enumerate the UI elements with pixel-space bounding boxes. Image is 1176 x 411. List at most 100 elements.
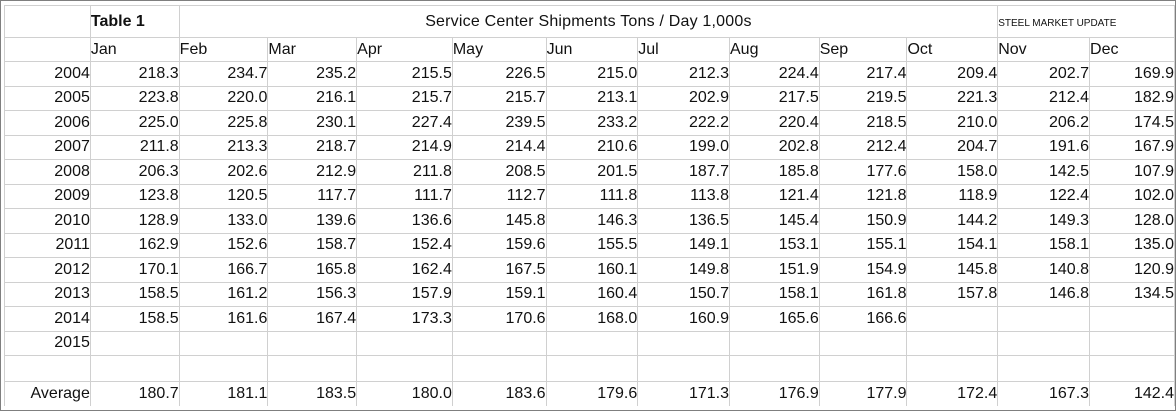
table-cell: 144.2 xyxy=(906,208,999,234)
table-cell: 174.5 xyxy=(1089,110,1175,136)
shipments-table: Table 1 Service Center Shipments Tons / … xyxy=(4,5,1175,406)
table-cell: 173.3 xyxy=(356,306,453,332)
table-cell: 102.0 xyxy=(1089,183,1175,209)
table-cell: 158.7 xyxy=(267,232,358,258)
month-header: Aug xyxy=(729,37,820,62)
table-cell: 209.4 xyxy=(906,61,999,87)
table-cell: 161.2 xyxy=(178,281,269,307)
average-cell: 171.3 xyxy=(637,381,730,406)
table-cell: 149.3 xyxy=(997,208,1091,234)
empty-cell xyxy=(818,355,908,382)
table-cell xyxy=(1089,306,1175,332)
average-cell: 181.1 xyxy=(178,381,269,406)
table-cell: 227.4 xyxy=(356,110,453,136)
table-cell: 158.5 xyxy=(89,306,180,332)
table-cell: 128.0 xyxy=(1089,208,1175,234)
table-cell: 202.8 xyxy=(729,134,820,160)
average-cell: 183.6 xyxy=(451,381,547,406)
table-cell: 120.9 xyxy=(1089,257,1175,283)
month-header: Mar xyxy=(267,37,358,62)
table-cell: 191.6 xyxy=(997,134,1091,160)
row-year: 2012 xyxy=(4,257,91,283)
empty-cell xyxy=(997,355,1091,382)
table-cell: 146.3 xyxy=(545,208,639,234)
table-cell: 121.4 xyxy=(729,183,820,209)
table-row: 2005 223.8 220.0 216.1 215.7 215.7 213.1 202.9 2… xyxy=(4,85,1175,111)
table-cell: 212.4 xyxy=(997,85,1091,111)
table-cell: 182.9 xyxy=(1089,85,1175,111)
table-cell: 210.6 xyxy=(545,134,639,160)
table-row: 2013 158.5 161.2 156.3 157.9 159.1 160.4 150.7 1… xyxy=(4,281,1175,307)
spacer-row xyxy=(4,355,1175,382)
table-row: 2004 218.3 234.7 235.2 215.5 226.5 215.0 212.3 2… xyxy=(4,61,1175,87)
table-cell: 133.0 xyxy=(178,208,269,234)
month-header: May xyxy=(451,37,547,62)
table-cell: 221.3 xyxy=(906,85,999,111)
table-cell: 120.5 xyxy=(178,183,269,209)
average-cell: 176.9 xyxy=(729,381,820,406)
table-cell: 150.7 xyxy=(637,281,730,307)
table-cell: 220.4 xyxy=(729,110,820,136)
table-cell: 156.3 xyxy=(267,281,358,307)
table-cell: 213.1 xyxy=(545,85,639,111)
row-year: 2008 xyxy=(4,159,91,185)
average-cell: 172.4 xyxy=(906,381,999,406)
table-cell: 225.8 xyxy=(178,110,269,136)
table-cell: 212.4 xyxy=(818,134,908,160)
table-row: 2008 206.3 202.6 212.9 211.8 208.5 201.5 187.7 1… xyxy=(4,159,1175,185)
table-cell xyxy=(356,330,453,356)
table-cell: 123.8 xyxy=(89,183,180,209)
table-cell: 157.8 xyxy=(906,281,999,307)
table-cell: 217.4 xyxy=(818,61,908,87)
row-year: 2005 xyxy=(4,85,91,111)
month-header: Feb xyxy=(178,37,269,62)
table-row: 2009 123.8 120.5 117.7 111.7 112.7 111.8 113.8 1… xyxy=(4,183,1175,209)
table-cell: 117.7 xyxy=(267,183,358,209)
table-cell: 112.7 xyxy=(451,183,547,209)
month-header: Apr xyxy=(356,37,453,62)
table-row: 2015 xyxy=(4,330,1175,356)
table-cell: 199.0 xyxy=(637,134,730,160)
table-cell: 234.7 xyxy=(178,61,269,87)
table-cell: 157.9 xyxy=(356,281,453,307)
table-cell: 223.8 xyxy=(89,85,180,111)
table-cell: 208.5 xyxy=(451,159,547,185)
table-cell: 158.1 xyxy=(729,281,820,307)
table-cell xyxy=(906,306,999,332)
month-header: Sep xyxy=(818,37,908,62)
table-cell: 149.1 xyxy=(637,232,730,258)
table-row: 2007 211.8 213.3 218.7 214.9 214.4 210.6 199.0 2… xyxy=(4,134,1175,160)
table-cell: 135.0 xyxy=(1089,232,1175,258)
table-cell: 235.2 xyxy=(267,61,358,87)
empty-cell xyxy=(729,355,820,382)
empty-cell xyxy=(89,355,180,382)
table-cell: 155.5 xyxy=(545,232,639,258)
table-cell: 154.1 xyxy=(906,232,999,258)
table-cell: 204.7 xyxy=(906,134,999,160)
month-header-row: Jan Feb Mar Apr May Jun Jul Aug Sep Oct Nov Dec xyxy=(4,37,1175,62)
table-cell: 145.8 xyxy=(451,208,547,234)
table-cell: 142.5 xyxy=(997,159,1091,185)
table-cell: 167.4 xyxy=(267,306,358,332)
table-row: 2012 170.1 166.7 165.8 162.4 167.5 160.1 149.8 1… xyxy=(4,257,1175,283)
table-cell: 226.5 xyxy=(451,61,547,87)
average-cell: 180.7 xyxy=(89,381,180,406)
average-cell: 179.6 xyxy=(545,381,639,406)
table-cell: 134.5 xyxy=(1089,281,1175,307)
table-cell: 118.9 xyxy=(906,183,999,209)
table-cell: 239.5 xyxy=(451,110,547,136)
row-year: 2010 xyxy=(4,208,91,234)
title-row: Table 1 Service Center Shipments Tons / … xyxy=(4,5,1175,38)
table-cell: 218.5 xyxy=(818,110,908,136)
table-cell: 158.0 xyxy=(906,159,999,185)
table-cell xyxy=(451,330,547,356)
table-cell: 185.8 xyxy=(729,159,820,185)
row-year: 2013 xyxy=(4,281,91,307)
table-cell: 161.6 xyxy=(178,306,269,332)
table-cell xyxy=(178,330,269,356)
table-cell: 202.7 xyxy=(997,61,1091,87)
table-cell: 214.4 xyxy=(451,134,547,160)
table-cell: 166.6 xyxy=(818,306,908,332)
table-cell xyxy=(545,330,639,356)
table-cell: 161.8 xyxy=(818,281,908,307)
